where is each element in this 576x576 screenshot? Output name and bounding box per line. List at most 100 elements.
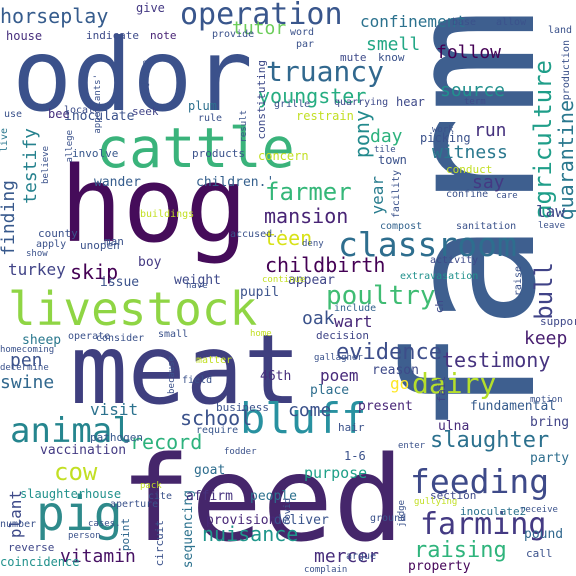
word-word: par <box>296 39 315 50</box>
word-record: record <box>130 430 203 454</box>
word-pay: have <box>186 281 208 291</box>
word-covid: fodder <box>224 447 257 457</box>
word-evidence: evidence <box>336 340 442 365</box>
word-school: school <box>180 406 253 430</box>
word-operation: operation <box>180 0 343 32</box>
word-give: involve <box>72 147 119 160</box>
word-appear: issue <box>100 275 140 290</box>
word-childbirth: childbirth <box>265 253 386 277</box>
word-house: give <box>136 1 165 15</box>
word-goat: people <box>250 489 297 504</box>
word-witness: witness <box>432 142 508 163</box>
word-compost: extravasation <box>400 271 479 282</box>
word-point: circuit <box>153 520 166 567</box>
word-fundamental: purpose <box>304 464 368 482</box>
word-inoculate: fundamental <box>470 399 557 414</box>
word-slaughter: slaughter <box>430 428 550 453</box>
word-because: deny <box>302 239 324 249</box>
word-wart: wart <box>334 312 373 331</box>
word-conduct: sanitation <box>456 221 517 232</box>
word-bluff: bluff <box>240 394 367 443</box>
word-source: source <box>440 80 506 101</box>
word-believe: appellants' <box>93 74 103 134</box>
word-par: hear <box>396 95 425 109</box>
word-law: law <box>536 202 565 221</box>
word-deliver: provision <box>206 513 277 528</box>
word-activity: include <box>334 303 377 314</box>
word-quarrying: constituting <box>255 60 268 140</box>
word-ground: cite <box>148 491 173 502</box>
word-livestock: livestock <box>8 282 258 336</box>
word-locate: use <box>4 109 23 120</box>
word-provide: know <box>378 51 405 64</box>
word-purpose: ulna <box>438 419 470 434</box>
word-visit: visit <box>90 400 139 419</box>
word-products: allege <box>65 130 75 163</box>
word-confinement: confinement <box>360 12 466 31</box>
word-follow: follow <box>436 42 502 63</box>
word-coincidence: property <box>408 559 471 574</box>
word-nuisance: nuisance <box>202 522 299 546</box>
word-hear: grille <box>274 99 311 110</box>
word-weight: boy <box>138 255 162 270</box>
word-homecoming: determine <box>0 363 49 373</box>
word-poultry: poultry <box>326 281 436 311</box>
word-complain: receive <box>520 505 558 515</box>
word-consider: small <box>158 329 189 340</box>
word-feed: feed <box>120 430 405 568</box>
word-support: ch <box>433 300 446 314</box>
word-testify: testify <box>20 128 41 204</box>
word-sheep: sheep <box>22 333 62 348</box>
word-extravasation: activity <box>430 255 479 266</box>
word-include: decision <box>316 329 369 342</box>
word-note: indicate <box>86 29 139 42</box>
word-gallagher: field <box>182 375 213 386</box>
word-apply: buildings <box>140 209 195 220</box>
word-plum: seek <box>132 105 159 118</box>
word-use: bee <box>48 107 70 121</box>
word-46th: place <box>310 383 350 398</box>
word-grille: restrain <box>296 109 354 123</box>
word-rule: land <box>548 25 573 36</box>
word-mercer: mercer <box>314 546 380 567</box>
word-year: year <box>368 176 387 215</box>
word-reverse: coincidence <box>0 555 80 569</box>
word-hog: hog <box>60 144 248 266</box>
word-mansion: mansion <box>264 204 349 228</box>
word-production: term <box>464 97 486 107</box>
word-cases: person <box>68 531 101 541</box>
word-classroom: classroom <box>338 225 517 264</box>
word-cattle: cattle <box>96 116 295 180</box>
word-receive: gullying <box>414 497 458 507</box>
word-have: tile <box>374 145 396 155</box>
word-party: reverse <box>8 541 55 554</box>
word-town: picking <box>420 131 471 145</box>
word-reason: pound <box>524 527 564 542</box>
word-result: rule <box>198 113 223 124</box>
word-cow: cow <box>54 458 98 486</box>
word-fodder: pack <box>140 481 162 491</box>
word-raising: raising <box>414 538 507 563</box>
word-argue: motion <box>530 395 563 405</box>
word-vaccination: slaughterhouse <box>20 487 122 501</box>
word-feeding: feeding <box>410 462 550 501</box>
word-slaughterhouse: inoculate <box>64 109 135 124</box>
word-seek: locate <box>64 105 101 116</box>
word-accused: man <box>104 235 124 248</box>
word-tile: enter <box>398 441 426 451</box>
word-know: mute <box>340 51 367 64</box>
word-confine: work <box>432 125 454 135</box>
word-leave: care <box>496 191 518 201</box>
word-dairy: dairy <box>412 367 497 400</box>
word-picking: facility <box>391 170 402 219</box>
word-show: county <box>38 227 78 240</box>
word-buildings: believe <box>41 146 51 184</box>
word-raise: fail <box>435 376 448 403</box>
word-person: call <box>526 547 553 560</box>
word-enter: covid <box>283 498 293 526</box>
word-mute: word <box>290 27 315 38</box>
word-bring: party <box>530 451 570 466</box>
word-children: wander <box>94 175 141 190</box>
word-fail: support <box>540 315 576 328</box>
